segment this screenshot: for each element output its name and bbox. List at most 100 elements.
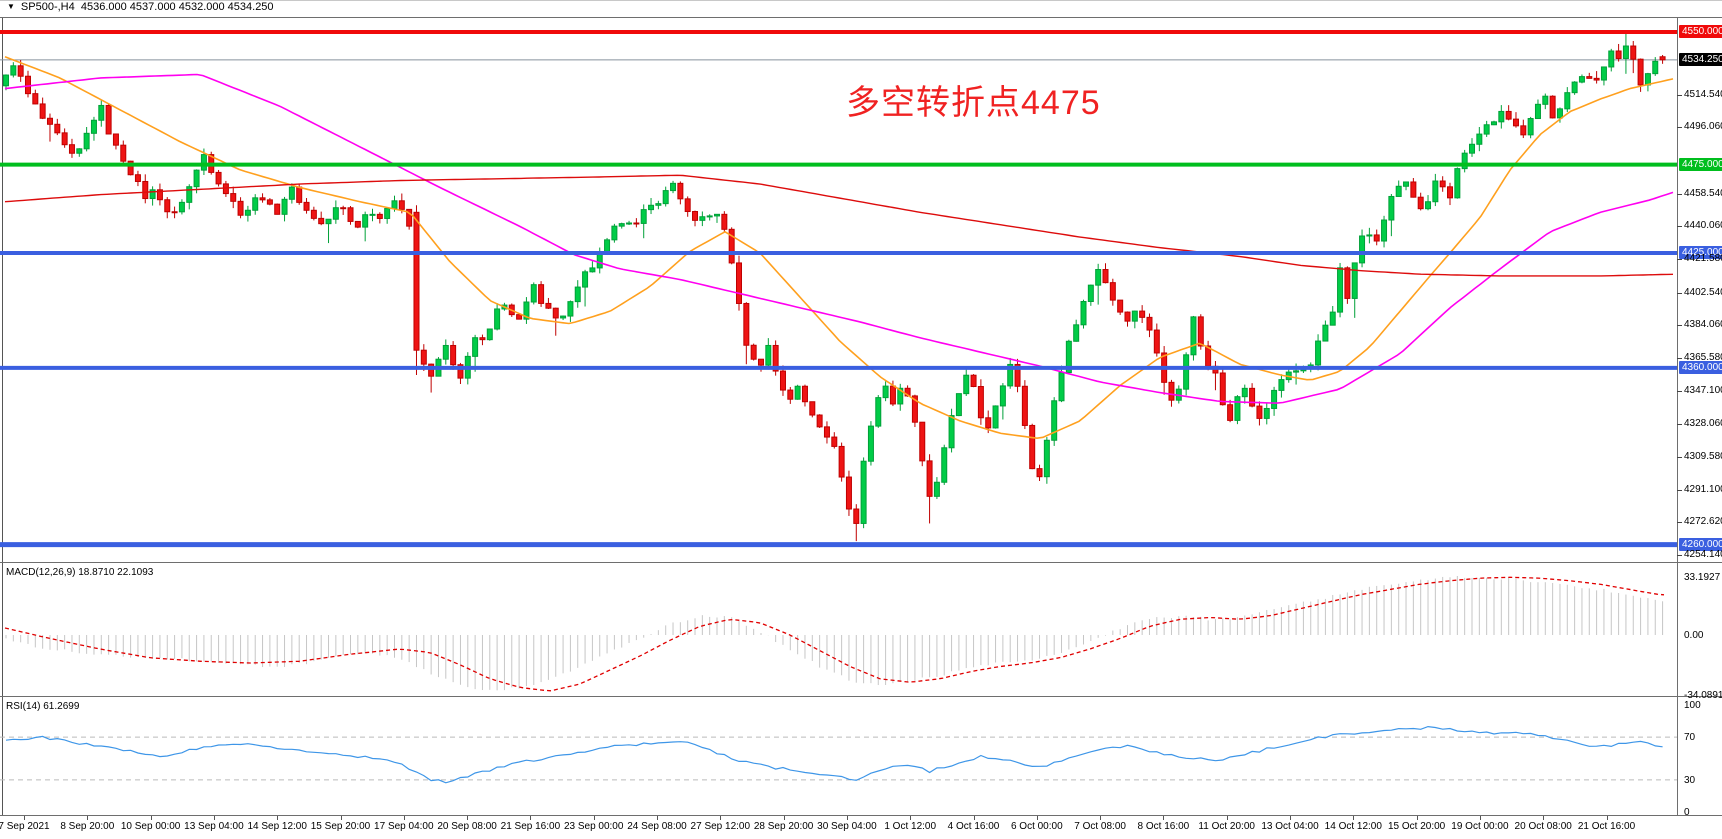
- date-tick-label: 8 Sep 20:00: [60, 821, 115, 832]
- price-tick-mark: [1677, 390, 1682, 392]
- date-tick-label: 15 Sep 20:00: [310, 821, 371, 832]
- date-tick-mark: [1353, 816, 1355, 820]
- macd-axis-label: 33.1927: [1684, 571, 1721, 583]
- candlesticks: [3, 31, 1666, 542]
- price-tick-mark: [1677, 94, 1682, 96]
- date-tick-label: 27 Sep 12:00: [690, 821, 751, 832]
- price-tick-mark: [1677, 127, 1682, 129]
- date-tick-mark: [1163, 816, 1165, 820]
- rsi-indicator-label: RSI(14) 61.2699: [6, 701, 80, 712]
- date-tick-label: 15 Oct 20:00: [1387, 821, 1446, 832]
- macd-indicator-label: MACD(12,26,9) 18.8710 22.1093: [6, 567, 154, 578]
- date-tick-label: 11 Oct 20:00: [1198, 821, 1255, 832]
- date-tick-mark: [150, 816, 152, 820]
- date-axis-separator: [0, 815, 1722, 816]
- price-tick-mark: [1677, 522, 1682, 524]
- macd-panel[interactable]: [0, 564, 1677, 696]
- price-tick-label: 4514.540: [1684, 88, 1722, 100]
- price-tick-mark: [1677, 489, 1682, 491]
- date-tick-mark: [213, 816, 215, 820]
- macd-signal-line[interactable]: [4, 576, 1665, 692]
- collapse-chart-arrow-icon[interactable]: ▼: [7, 2, 15, 11]
- price-tick-label: 4272.620: [1684, 516, 1722, 528]
- price-level-badge: 4260.000: [1679, 537, 1722, 551]
- price-tick-label: 4421.580: [1684, 253, 1722, 264]
- date-tick-mark: [1543, 816, 1545, 820]
- price-tick-label: 4458.540: [1684, 187, 1722, 199]
- macd-axis-label: 0.00: [1684, 630, 1704, 641]
- rsi-axis-label: 0: [1684, 807, 1690, 818]
- price-tick-label: 4402.540: [1684, 286, 1722, 298]
- date-tick-mark: [1226, 816, 1228, 820]
- price-tick-mark: [1677, 457, 1682, 458]
- date-tick-mark: [720, 816, 722, 820]
- header-separator: [0, 17, 1722, 18]
- date-tick-mark: [1479, 816, 1481, 820]
- date-tick-mark: [403, 816, 405, 820]
- chart-left-border: [2, 18, 3, 815]
- price-tick-mark: [1677, 555, 1682, 556]
- date-tick-mark: [593, 816, 595, 820]
- date-tick-label: 7 Oct 08:00: [1074, 821, 1126, 832]
- date-tick-mark: [277, 816, 279, 820]
- date-tick-label: 6 Oct 00:00: [1010, 821, 1063, 832]
- macd-rsi-separator[interactable]: [0, 696, 1722, 697]
- symbol-period-label: SP500-,H4: [20, 1, 75, 13]
- date-tick-mark: [846, 816, 848, 820]
- date-tick-label: 8 Oct 16:00: [1137, 821, 1190, 832]
- price-tick-mark: [1677, 325, 1682, 327]
- macd-histogram: [5, 575, 1664, 691]
- date-tick-mark: [1290, 816, 1291, 820]
- price-tick-label: 4291.100: [1684, 483, 1722, 495]
- ohlc-values-label: 4536.000 4537.000 4532.000 4534.250: [80, 1, 274, 13]
- price-level-badge: 4425.000: [1679, 245, 1722, 259]
- date-tick-label: 28 Sep 20:00: [753, 821, 814, 832]
- date-tick-mark: [340, 816, 342, 820]
- ma-slow-red[interactable]: [4, 174, 1674, 277]
- price-tick-mark: [1677, 193, 1682, 195]
- date-tick-label: 10 Sep 00:00: [120, 821, 181, 832]
- price-tick-label: 4384.060: [1684, 319, 1722, 331]
- ma-fast-orange[interactable]: [4, 55, 1674, 440]
- date-tick-label: 21 Sep 16:00: [500, 821, 561, 832]
- main-macd-separator[interactable]: [0, 562, 1722, 563]
- date-tick-mark: [467, 816, 469, 820]
- date-tick-label: 7 Sep 2021: [0, 821, 50, 832]
- price-level-badge: 4360.000: [1679, 360, 1722, 374]
- annotation-text[interactable]: 多空转折点4475: [846, 84, 1101, 122]
- price-tick-label: 4496.060: [1684, 121, 1722, 133]
- rsi-line[interactable]: [5, 725, 1663, 784]
- rsi-axis-label: 70: [1684, 732, 1696, 744]
- date-tick-label: 30 Sep 04:00: [817, 821, 877, 832]
- date-tick-mark: [1416, 816, 1418, 820]
- date-tick-label: 13 Oct 04:00: [1261, 821, 1319, 832]
- price-tick-mark: [1677, 424, 1682, 426]
- price-tick-mark: [1677, 259, 1682, 260]
- date-tick-label: 21 Oct 16:00: [1577, 821, 1636, 832]
- chart-header: ▼ SP500-,H4 4536.000 4537.000 4532.000 45…: [0, 1, 1722, 17]
- date-tick-mark: [24, 816, 25, 820]
- price-tick-label: 4254.140: [1684, 549, 1722, 560]
- price-tick-label: 4440.060: [1684, 220, 1722, 232]
- date-tick-label: 4 Oct 16:00: [947, 821, 1000, 832]
- price-tick-mark: [1677, 292, 1682, 294]
- price-level-badge: 4534.250: [1679, 52, 1722, 66]
- date-tick-label: 24 Sep 08:00: [627, 821, 687, 832]
- date-tick-label: 23 Sep 00:00: [563, 821, 624, 832]
- price-axis-border: [1677, 18, 1678, 815]
- date-tick-label: 17 Sep 04:00: [374, 821, 434, 832]
- date-tick-label: 13 Sep 04:00: [184, 821, 244, 832]
- date-tick-mark: [530, 816, 532, 820]
- rsi-panel[interactable]: [0, 698, 1677, 814]
- date-tick-label: 19 Oct 00:00: [1451, 821, 1509, 832]
- rsi-axis-label: 100: [1684, 700, 1701, 711]
- main-price-panel[interactable]: [0, 18, 1677, 562]
- ma-mid-magenta[interactable]: [4, 73, 1674, 404]
- date-tick-label: 20 Sep 08:00: [437, 821, 497, 832]
- date-tick-mark: [1036, 816, 1038, 820]
- date-tick-mark: [1100, 816, 1102, 820]
- price-level-badge: 4550.000: [1679, 25, 1722, 38]
- macd-axis-label: -34.0891: [1684, 689, 1722, 701]
- date-tick-label: 14 Sep 12:00: [247, 821, 307, 832]
